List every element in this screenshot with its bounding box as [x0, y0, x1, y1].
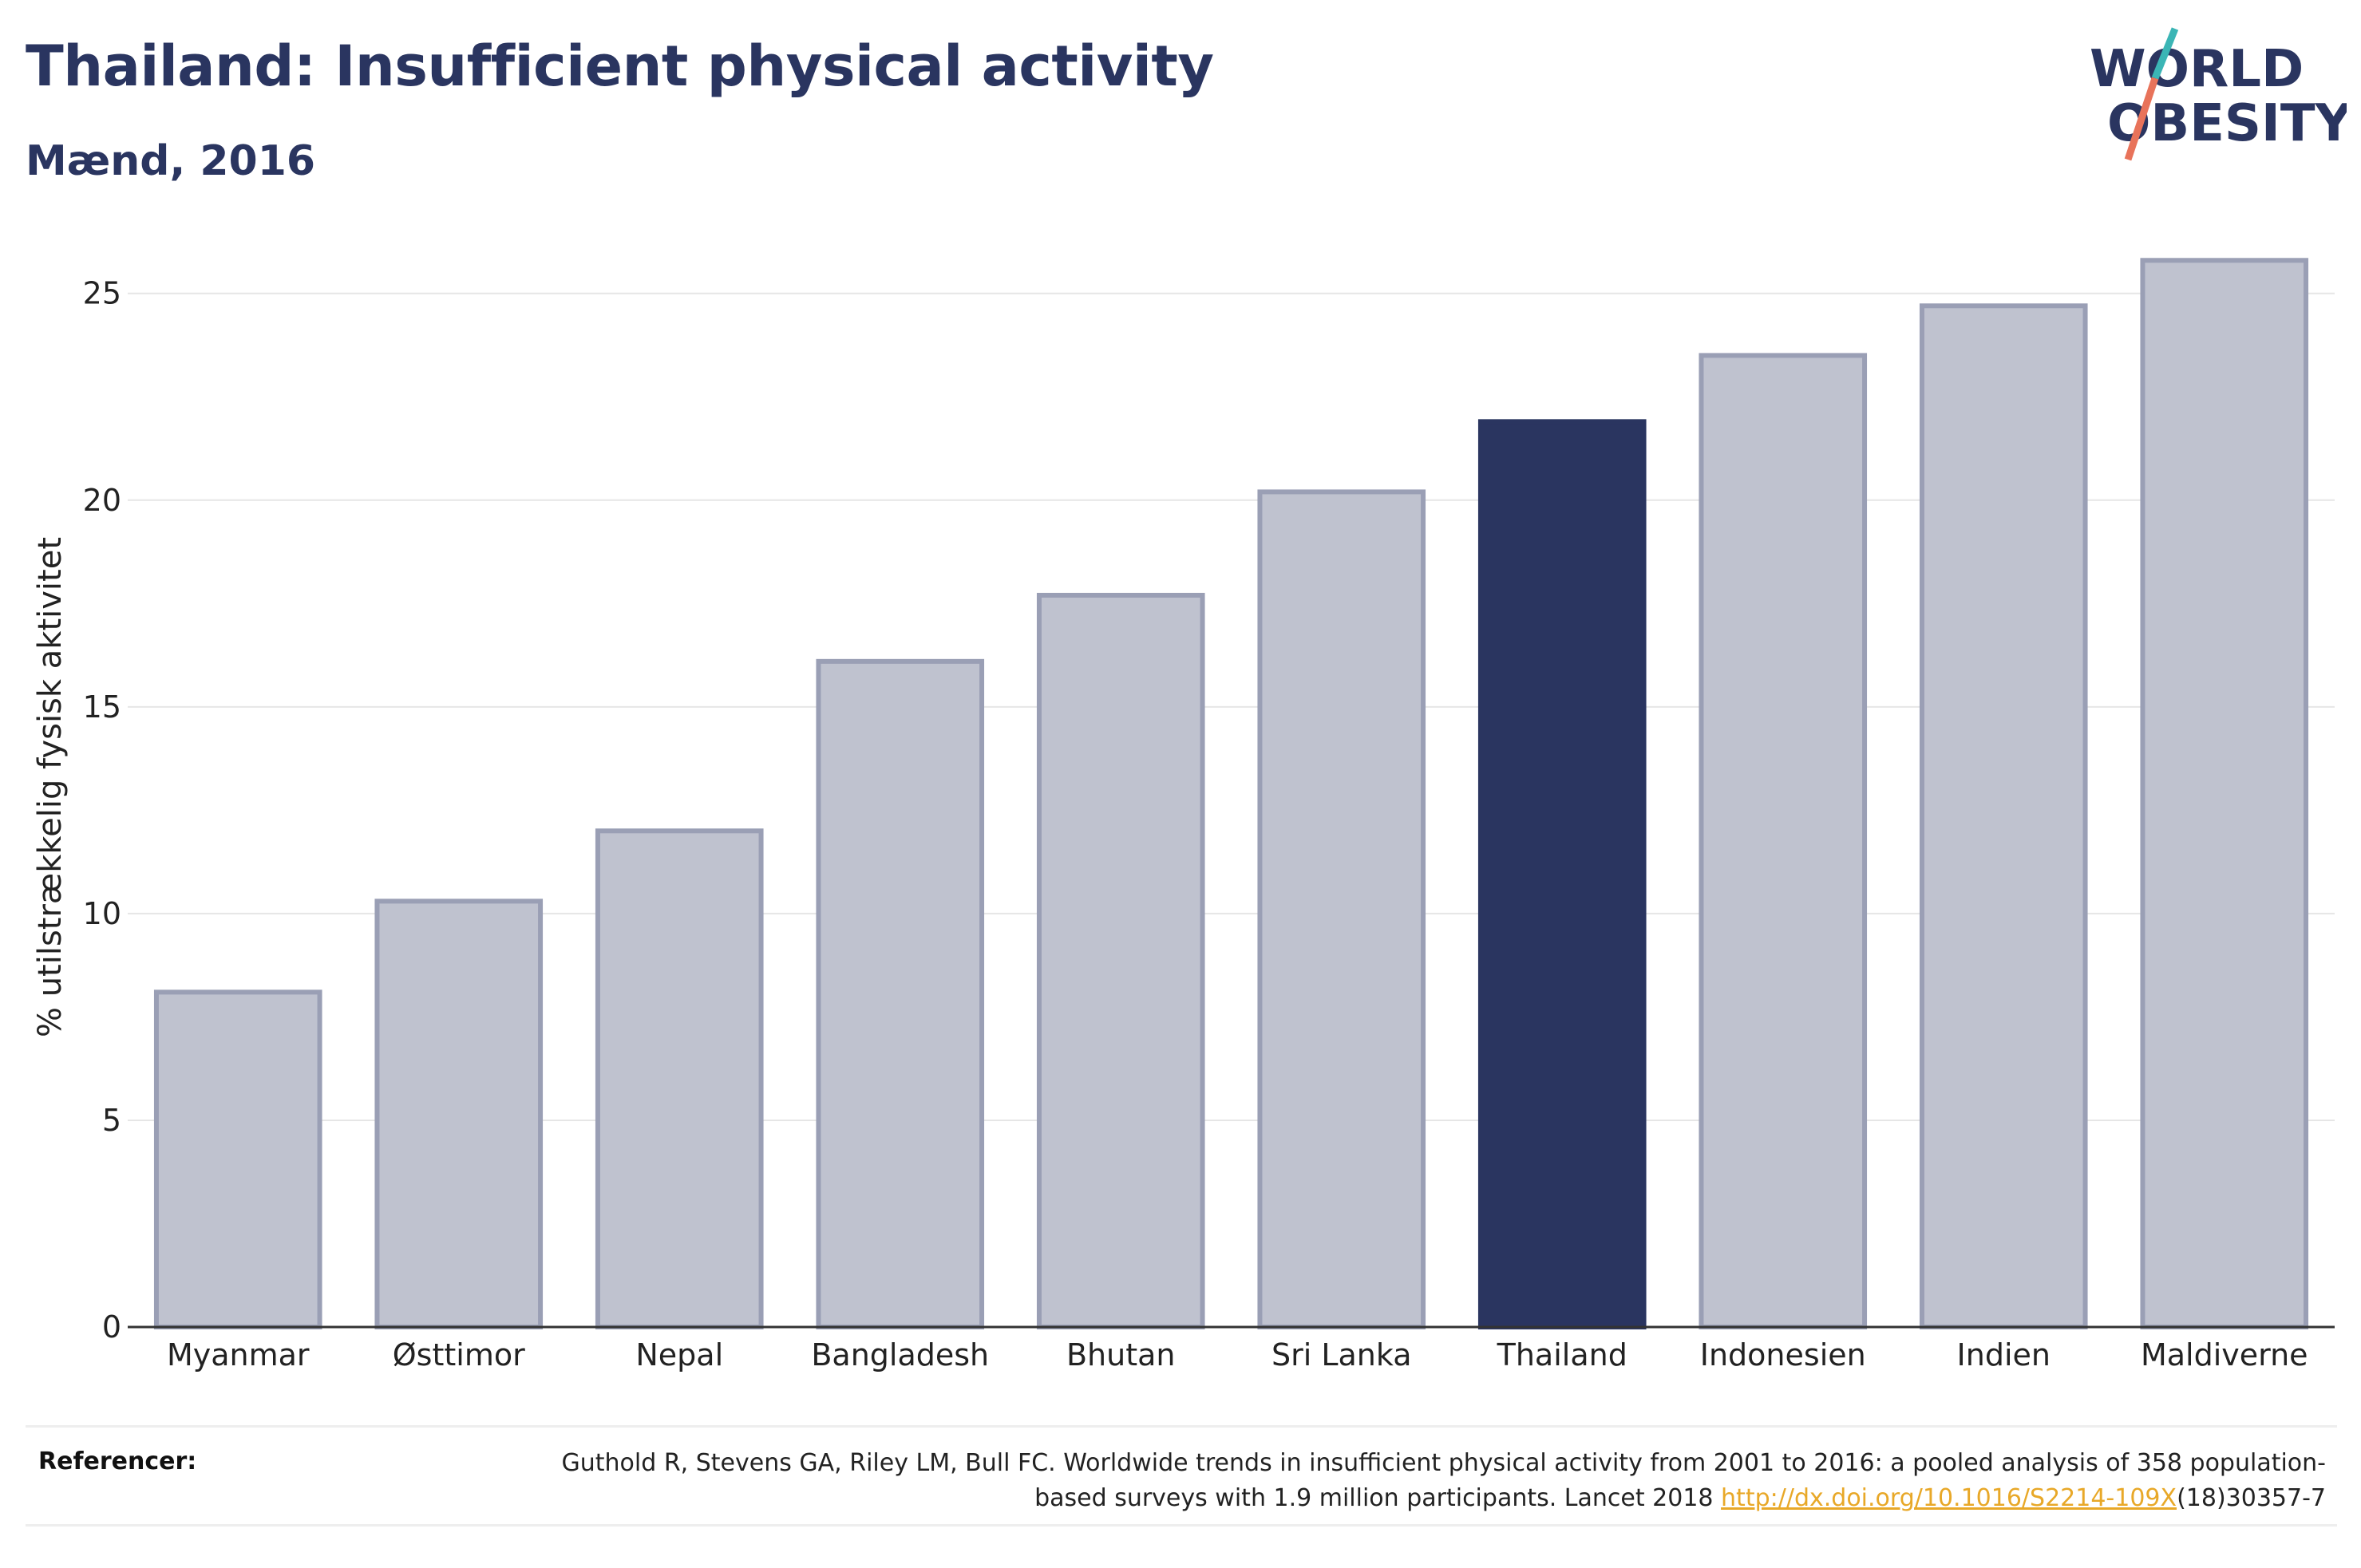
x-tick-label: Myanmar	[167, 1337, 310, 1372]
x-tick-label: Maldiverne	[2141, 1337, 2308, 1372]
world-obesity-logo: WORLD OBESITY	[2090, 27, 2347, 161]
bar	[816, 658, 985, 1329]
reference-link[interactable]: http://dx.doi.org/10.1016/S2214-109X	[1721, 1484, 2177, 1512]
x-tick-label: Bangladesh	[811, 1337, 989, 1372]
references-label: Referencer:	[38, 1448, 197, 1475]
x-tick-label: Thailand	[1497, 1337, 1627, 1372]
bar	[374, 899, 544, 1329]
bar	[595, 828, 764, 1329]
x-tick-labels: Myanmar Østtimor Nepal Bangladesh Bhutan Sri …	[167, 1337, 2308, 1372]
bar	[1257, 489, 1426, 1329]
y-tick-label: 10	[83, 896, 121, 931]
chart-subtitle: Mænd, 2016	[26, 137, 316, 185]
x-tick-label: Sri Lanka	[1271, 1337, 1412, 1372]
y-tick-label: 20	[83, 483, 121, 518]
bar	[153, 989, 322, 1329]
chart-title: Thailand: Insufficient physical activity	[26, 34, 1214, 99]
bar	[2140, 258, 2309, 1329]
footer-divider-bottom	[26, 1524, 2337, 1527]
y-tick-label: 0	[102, 1309, 121, 1345]
x-tick-label: Nepal	[635, 1337, 723, 1372]
footer-divider-top	[26, 1425, 2337, 1428]
x-tick-label: Indonesien	[1700, 1337, 1866, 1372]
y-tick-label: 5	[102, 1103, 121, 1138]
logo-slash-coral	[2124, 77, 2159, 161]
x-tick-label: Østtimor	[393, 1337, 525, 1372]
bar-highlight	[1477, 419, 1647, 1330]
y-tick-labels: 0 5 10 15 20 25	[83, 276, 121, 1345]
bar-chart: 0 5 10 15 20 25 Myanmar Østtimor Nepal Banglades…	[32, 258, 2335, 1372]
bar	[1919, 303, 2088, 1329]
bars	[153, 258, 2309, 1330]
logo-slash-teal	[2151, 27, 2179, 80]
y-axis-title: % utilstrækkelig fysisk aktivitet	[32, 537, 69, 1037]
x-tick-label: Indien	[1957, 1337, 2051, 1372]
logo-line-1: WORLD	[2090, 40, 2304, 99]
y-tick-label: 25	[83, 276, 121, 311]
bar	[1699, 353, 1868, 1329]
y-tick-label: 15	[83, 689, 121, 725]
reference-citation: Guthold R, Stevens GA, Riley LM, Bull FC…	[561, 1449, 2326, 1512]
x-tick-label: Bhutan	[1066, 1337, 1176, 1372]
references-text: Guthold R, Stevens GA, Riley LM, Bull FC…	[490, 1446, 2326, 1516]
bar	[1036, 592, 1205, 1329]
reference-suffix: (18)30357-7	[2177, 1484, 2326, 1512]
